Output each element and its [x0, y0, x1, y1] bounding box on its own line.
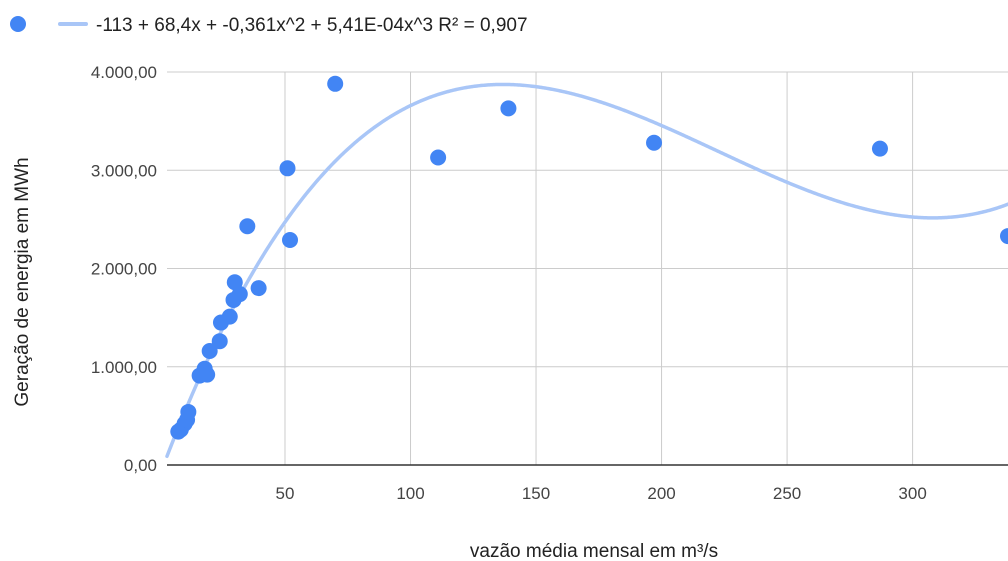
- data-point: [201, 343, 218, 360]
- data-point: [282, 232, 299, 249]
- data-point: [500, 100, 517, 117]
- data-point: [231, 286, 248, 303]
- data-point: [250, 280, 267, 297]
- x-tick-label: 100: [396, 484, 424, 503]
- data-point: [646, 134, 663, 151]
- data-points: [170, 75, 1008, 440]
- legend: -113 + 68,4x + -0,361x^2 + 5,41E-04x^3 R…: [10, 15, 528, 36]
- data-point: [327, 75, 344, 92]
- data-point: [279, 160, 296, 177]
- data-point: [871, 140, 888, 157]
- grid: [167, 71, 1008, 465]
- y-tick-label: 3.000,00: [91, 161, 157, 180]
- x-tick-label: 300: [898, 484, 926, 503]
- data-point: [430, 149, 447, 166]
- data-point: [221, 308, 238, 325]
- data-point: [199, 366, 216, 383]
- y-tick-label: 0,00: [124, 456, 157, 475]
- legend-trendline-label: -113 + 68,4x + -0,361x^2 + 5,41E-04x^3 R…: [96, 15, 528, 36]
- y-tick-label: 1.000,00: [91, 358, 157, 377]
- data-point: [239, 218, 256, 235]
- trendline: [165, 82, 1008, 459]
- x-tick-label: 250: [773, 484, 801, 503]
- trendline-layer: [165, 82, 1008, 459]
- data-point: [180, 403, 197, 420]
- y-axis-ticks: 0,00 1.000,00 2.000,00 3.000,00 4.000,00: [91, 63, 157, 475]
- y-axis-title: Geração de energia em MWh: [12, 157, 33, 406]
- x-axis-title: vazão média mensal em m³/s: [470, 541, 718, 561]
- data-point: [1000, 228, 1008, 245]
- y-tick-label: 4.000,00: [91, 63, 157, 82]
- y-tick-label: 2.000,00: [91, 260, 157, 279]
- x-axis-ticks: 50 100 150 200 250 300: [276, 484, 927, 503]
- x-tick-label: 50: [276, 484, 295, 503]
- data-point: [211, 333, 228, 350]
- x-tick-label: 150: [522, 484, 550, 503]
- x-tick-label: 200: [647, 484, 675, 503]
- legend-point-marker: [10, 16, 26, 32]
